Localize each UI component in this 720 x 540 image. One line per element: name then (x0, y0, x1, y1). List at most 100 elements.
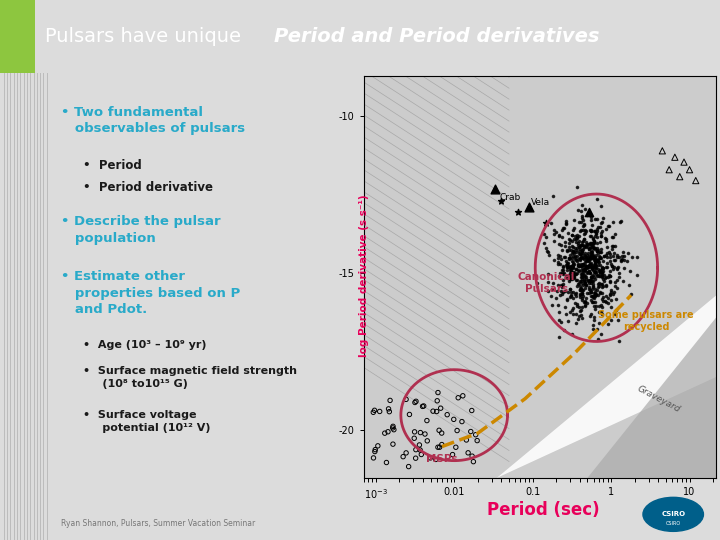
Point (609, 310, 621, 319)
Point (678, 158, 690, 166)
Point (404, 410, 415, 419)
Point (567, 268, 579, 277)
Point (384, 407, 395, 416)
Point (583, 252, 595, 260)
Point (585, 249, 597, 258)
Point (433, 426, 445, 435)
Point (589, 215, 600, 224)
Point (462, 449, 474, 457)
Point (466, 406, 477, 415)
Point (608, 233, 619, 241)
Point (418, 402, 429, 410)
Point (586, 277, 598, 286)
Point (403, 462, 415, 471)
Point (575, 218, 587, 226)
Point (595, 245, 606, 254)
Point (589, 298, 600, 306)
Point (585, 232, 596, 240)
Point (571, 244, 582, 252)
Point (582, 268, 593, 277)
Point (590, 238, 602, 247)
Point (592, 249, 603, 258)
Point (575, 285, 587, 293)
Point (541, 244, 552, 253)
Point (549, 237, 560, 245)
Point (606, 241, 618, 250)
Point (557, 275, 569, 284)
Point (578, 255, 590, 264)
Point (548, 192, 559, 201)
Point (586, 298, 598, 307)
Point (579, 248, 590, 257)
Point (451, 426, 463, 435)
Point (576, 289, 588, 298)
Point (605, 287, 616, 296)
Point (575, 240, 587, 249)
Point (568, 216, 580, 225)
Point (564, 254, 575, 263)
Point (557, 233, 568, 241)
Point (576, 247, 588, 255)
Point (598, 213, 609, 222)
Point (578, 271, 590, 279)
Point (582, 249, 594, 258)
Point (583, 245, 595, 254)
Point (598, 296, 609, 305)
Point (589, 285, 600, 293)
Point (601, 248, 613, 257)
Point (588, 226, 600, 235)
Point (579, 261, 590, 269)
Point (579, 265, 590, 274)
Point (582, 239, 594, 248)
Point (573, 302, 585, 311)
Point (557, 268, 568, 277)
Point (590, 261, 602, 270)
Point (546, 278, 558, 287)
Point (585, 247, 597, 256)
Point (588, 260, 599, 269)
Point (575, 291, 586, 299)
Point (579, 265, 590, 274)
Point (577, 254, 589, 262)
Point (575, 307, 586, 315)
Point (575, 286, 586, 294)
Point (608, 263, 620, 272)
Point (589, 253, 600, 262)
Point (570, 275, 581, 284)
Point (573, 237, 585, 245)
Point (583, 266, 595, 275)
Point (631, 271, 643, 280)
Point (577, 226, 589, 234)
Point (575, 306, 587, 315)
Point (618, 264, 629, 273)
Point (592, 194, 603, 203)
Point (587, 262, 598, 271)
Point (595, 288, 606, 297)
Point (564, 285, 576, 294)
Point (616, 255, 628, 264)
Point (585, 278, 596, 287)
Point (586, 274, 598, 282)
Point (382, 428, 394, 436)
Point (560, 256, 572, 265)
Point (580, 241, 591, 250)
Point (626, 252, 637, 261)
Point (578, 298, 590, 307)
Point (563, 254, 575, 262)
Point (579, 276, 590, 285)
Point (684, 165, 696, 174)
Point (575, 286, 586, 294)
Point (567, 268, 579, 277)
Point (400, 449, 412, 457)
Point (570, 234, 582, 243)
Point (563, 277, 575, 286)
Point (581, 263, 593, 272)
Point (590, 244, 601, 253)
Point (618, 255, 629, 264)
Point (609, 256, 621, 265)
Point (415, 446, 426, 454)
Point (580, 281, 592, 289)
Point (580, 279, 591, 287)
Point (435, 404, 446, 413)
Point (580, 258, 591, 267)
